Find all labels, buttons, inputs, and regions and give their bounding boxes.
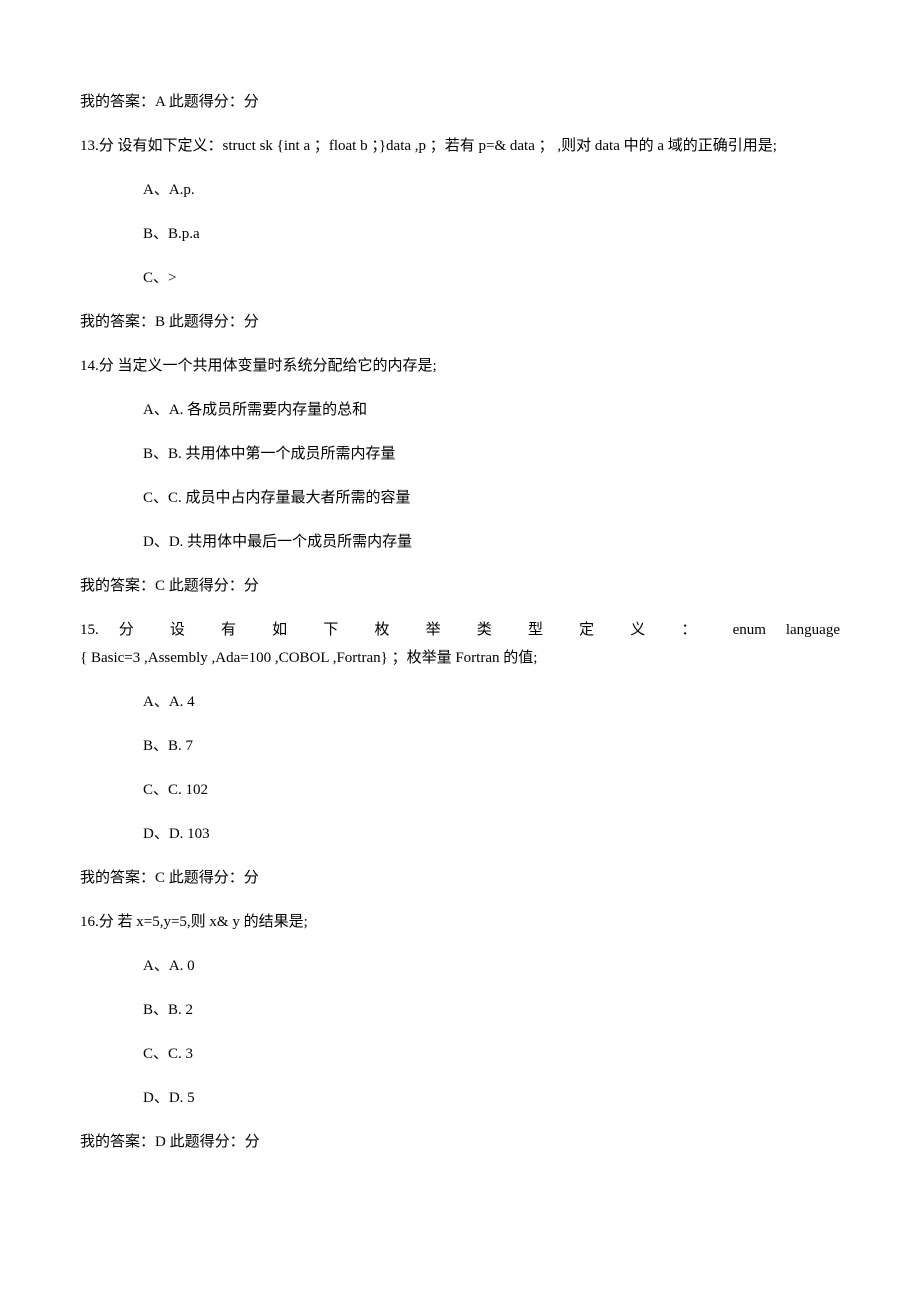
q16-option-b: B、B. 2 bbox=[80, 998, 840, 1022]
q15-answer: 我的答案：C 此题得分：分 bbox=[80, 866, 840, 890]
q14-answer: 我的答案：C 此题得分：分 bbox=[80, 574, 840, 598]
q13-stem: 13.分 设有如下定义：struct sk {int a ；float b ；}… bbox=[80, 134, 840, 158]
q13-answer: 我的答案：B 此题得分：分 bbox=[80, 310, 840, 334]
q16-stem: 16.分 若 x=5,y=5,则 x& y 的结果是; bbox=[80, 910, 840, 934]
q16-option-d: D、D. 5 bbox=[80, 1086, 840, 1110]
q16-answer: 我的答案：D 此题得分：分 bbox=[80, 1130, 840, 1154]
q14-stem: 14.分 当定义一个共用体变量时系统分配给它的内存是; bbox=[80, 354, 840, 378]
q15-option-d: D、D. 103 bbox=[80, 822, 840, 846]
q14-option-d: D、D. 共用体中最后一个成员所需内存量 bbox=[80, 530, 840, 554]
q13-option-c: C、> bbox=[80, 266, 840, 290]
q14-option-b: B、B. 共用体中第一个成员所需内存量 bbox=[80, 442, 840, 466]
q15-option-a: A、A. 4 bbox=[80, 690, 840, 714]
q12-answer: 我的答案：A 此题得分：分 bbox=[80, 90, 840, 114]
q14-option-a: A、A. 各成员所需要内存量的总和 bbox=[80, 398, 840, 422]
q16-option-a: A、A. 0 bbox=[80, 954, 840, 978]
q14-option-c: C、C. 成员中占内存量最大者所需的容量 bbox=[80, 486, 840, 510]
q13-option-b: B、B.p.a bbox=[80, 222, 840, 246]
q15-stem-line2: { Basic=3 ,Assembly ,Ada=100 ,COBOL ,For… bbox=[80, 646, 840, 670]
q15-option-c: C、C. 102 bbox=[80, 778, 840, 802]
q15-stem-line1: 15. 分 设 有 如 下 枚 举 类 型 定 义 ： enum languag… bbox=[80, 618, 840, 642]
q16-option-c: C、C. 3 bbox=[80, 1042, 840, 1066]
q15-option-b: B、B. 7 bbox=[80, 734, 840, 758]
q13-option-a: A、A.p. bbox=[80, 178, 840, 202]
